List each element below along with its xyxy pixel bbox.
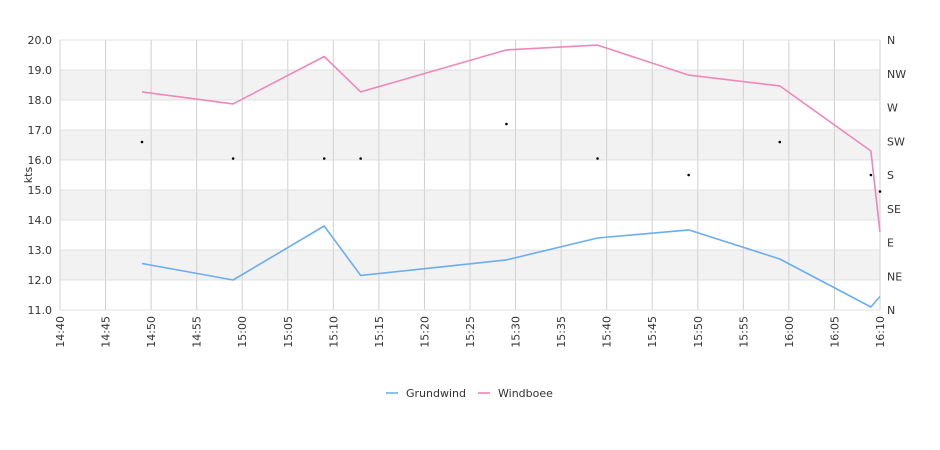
legend-label-windboee: Windboee bbox=[498, 387, 553, 400]
series-lines bbox=[141, 44, 881, 308]
x-tick-label: 15:05 bbox=[282, 316, 295, 348]
x-tick-label: 14:50 bbox=[145, 316, 158, 348]
y-tick-label: 12.0 bbox=[28, 274, 53, 287]
x-tick-label: 15:35 bbox=[555, 316, 568, 348]
direction-marker bbox=[778, 140, 782, 144]
x-tick-label: 15:55 bbox=[737, 316, 750, 348]
x-tick-label: 15:45 bbox=[646, 316, 659, 348]
y-tick-label: 19.0 bbox=[28, 64, 53, 77]
x-tick-label: 15:30 bbox=[510, 316, 523, 348]
direction-marker bbox=[322, 157, 326, 160]
y-tick-label: 16.0 bbox=[28, 154, 53, 167]
right-axis-direction-labels: N NE E SE S SW W NW N bbox=[887, 34, 906, 317]
direction-markers bbox=[140, 122, 882, 193]
right-axis-label: W bbox=[887, 102, 898, 115]
x-tick-label: 15:00 bbox=[236, 316, 249, 348]
direction-marker bbox=[878, 190, 882, 193]
x-tick-label: 15:40 bbox=[601, 316, 614, 348]
x-tick-label: 15:25 bbox=[464, 316, 477, 348]
x-tick-label: 15:15 bbox=[373, 316, 386, 348]
direction-marker bbox=[869, 173, 873, 177]
direction-marker bbox=[505, 122, 508, 126]
x-tick-label: 14:40 bbox=[54, 316, 67, 348]
right-axis-label: SW bbox=[887, 135, 905, 148]
horizontal-gridlines bbox=[60, 39, 880, 311]
legend: Grundwind Windboee bbox=[386, 387, 553, 400]
y-tick-label: 11.0 bbox=[28, 304, 53, 317]
x-tick-label: 16:05 bbox=[828, 316, 841, 348]
x-tick-label: 15:20 bbox=[418, 316, 431, 348]
direction-marker bbox=[359, 157, 362, 160]
y-tick-label: 15.0 bbox=[28, 184, 53, 197]
right-axis-label: S bbox=[887, 169, 894, 182]
direction-marker bbox=[596, 157, 599, 160]
y-axis-ticks: 11.0 12.0 13.0 14.0 15.0 16.0 17.0 18.0 19.0 20.0 bbox=[28, 34, 53, 317]
vertical-gridlines bbox=[59, 40, 881, 310]
y-tick-label: 20.0 bbox=[28, 34, 53, 47]
x-tick-label: 16:00 bbox=[783, 316, 796, 348]
x-tick-label: 14:45 bbox=[100, 316, 113, 348]
x-axis-ticks: 14:40 14:45 14:50 14:55 15:00 15:05 15:10 15:15… bbox=[54, 316, 887, 348]
right-axis-label: N bbox=[887, 304, 895, 317]
direction-marker bbox=[140, 140, 144, 144]
series-line-windboee bbox=[141, 44, 881, 233]
right-axis-label: NW bbox=[887, 68, 906, 81]
y-tick-label: 18.0 bbox=[28, 94, 53, 107]
y-tick-label: 17.0 bbox=[28, 124, 53, 137]
direction-marker bbox=[231, 157, 235, 160]
direction-marker bbox=[687, 173, 690, 177]
x-tick-label: 15:10 bbox=[327, 316, 340, 348]
right-axis-label: NE bbox=[887, 270, 902, 283]
right-axis-label: N bbox=[887, 34, 895, 47]
x-tick-label: 16:10 bbox=[874, 316, 887, 348]
right-axis-label: SE bbox=[887, 203, 901, 216]
legend-label-grundwind: Grundwind bbox=[406, 387, 466, 400]
y-tick-label: 14.0 bbox=[28, 214, 53, 227]
right-axis-label: E bbox=[887, 237, 894, 250]
x-tick-label: 15:50 bbox=[692, 316, 705, 348]
y-tick-label: 13.0 bbox=[28, 244, 53, 257]
series-line-grundwind bbox=[141, 225, 881, 308]
x-tick-label: 14:55 bbox=[191, 316, 204, 348]
y-axis-label: kts bbox=[22, 167, 35, 184]
